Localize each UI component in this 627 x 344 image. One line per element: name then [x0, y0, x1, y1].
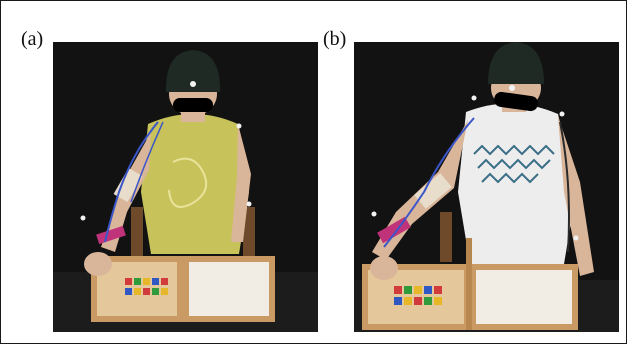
- block: [143, 288, 150, 295]
- block: [134, 278, 141, 285]
- chair-post: [131, 207, 143, 267]
- photo-panel-a: [53, 42, 318, 332]
- block: [414, 286, 422, 294]
- block: [152, 278, 159, 285]
- block: [125, 278, 132, 285]
- shirt-print: [168, 157, 207, 208]
- block: [161, 288, 168, 295]
- hand: [84, 252, 112, 276]
- resting-arm: [231, 124, 251, 242]
- block: [434, 286, 442, 294]
- shirt-pattern: [481, 172, 539, 184]
- photo-a-illustration: [53, 42, 318, 332]
- block: [161, 278, 168, 285]
- sensor-wire: [383, 117, 475, 248]
- beanie: [488, 42, 544, 84]
- marker: [509, 85, 515, 91]
- box-divider: [466, 238, 472, 330]
- panel-label-b: (b): [323, 28, 347, 50]
- photo-panel-b: [354, 42, 619, 332]
- block: [152, 288, 159, 295]
- marker: [236, 123, 242, 129]
- block: [394, 286, 402, 294]
- photo-b-illustration: [354, 42, 619, 332]
- block: [424, 297, 432, 305]
- block: [125, 288, 132, 295]
- hand: [370, 256, 398, 280]
- face-mask: [173, 98, 213, 112]
- arm-wrap: [414, 173, 452, 209]
- chair-post: [440, 212, 452, 262]
- box-interior: [476, 270, 572, 324]
- block: [404, 297, 412, 305]
- box-interior: [189, 262, 269, 316]
- resting-arm: [558, 116, 594, 276]
- sensor-wire: [130, 121, 164, 203]
- marker: [80, 215, 86, 221]
- block: [404, 286, 412, 294]
- block: [414, 297, 422, 305]
- sensor-cable: [559, 121, 570, 253]
- marker: [559, 111, 565, 117]
- white-shirt: [458, 103, 576, 264]
- arm-wrap: [113, 168, 143, 202]
- marker: [246, 201, 252, 207]
- marker: [471, 95, 477, 101]
- chair-post: [243, 207, 255, 267]
- block: [134, 288, 141, 295]
- panel-label-a: (a): [21, 28, 44, 50]
- marker: [371, 211, 377, 217]
- shirt-pattern: [473, 144, 555, 156]
- wrist-band: [96, 225, 126, 245]
- marker: [573, 235, 579, 241]
- face-mask: [494, 91, 538, 112]
- shirt-pattern: [477, 158, 551, 170]
- block: [434, 297, 442, 305]
- block: [394, 297, 402, 305]
- block: [143, 278, 150, 285]
- yellow-shirt: [141, 114, 249, 254]
- beanie: [165, 50, 221, 92]
- block: [424, 286, 432, 294]
- sensor-wire: [104, 121, 159, 243]
- marker: [190, 81, 196, 87]
